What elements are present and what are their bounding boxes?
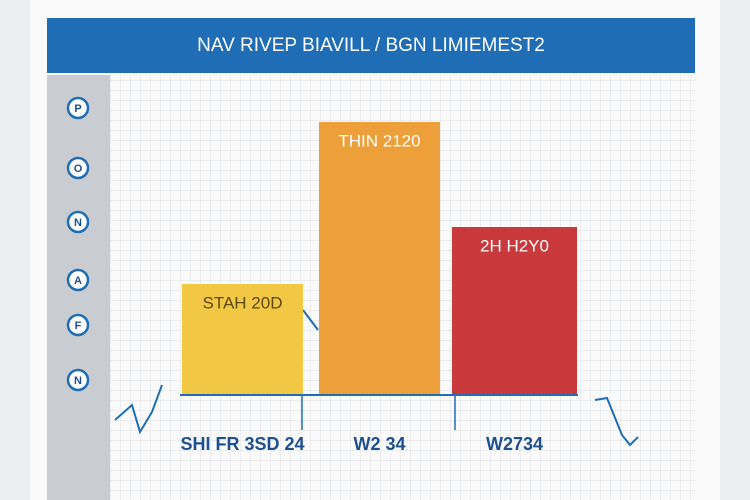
decor-line <box>302 309 319 331</box>
side-badge <box>66 313 90 337</box>
bar <box>182 284 303 395</box>
x-tick-label: SHI FR 3SD 24 <box>180 434 304 454</box>
bar-label: STAH 20D <box>203 293 283 312</box>
side-label: N <box>74 375 82 387</box>
bar <box>319 122 440 395</box>
side-label: P <box>74 103 81 115</box>
header-band <box>47 18 695 73</box>
side-label: F <box>75 320 82 332</box>
side-label: O <box>74 163 83 175</box>
side-badge <box>66 96 90 120</box>
chart-title: NAV RIVEP BIAVILL / BGN LIMIEMEST2 <box>197 35 545 56</box>
side-badge <box>66 156 90 180</box>
side-badge <box>66 210 90 234</box>
side-label: N <box>74 217 82 229</box>
x-tick-label: W2734 <box>486 434 543 454</box>
decor-line <box>594 396 639 447</box>
side-label: A <box>74 275 82 287</box>
bar-label: 2H H2Y0 <box>480 236 549 255</box>
side-badge <box>66 368 90 392</box>
bar <box>452 227 577 395</box>
bar-label: THIN 2120 <box>338 131 420 150</box>
decor-line <box>114 384 163 435</box>
side-badge <box>66 268 90 292</box>
x-tick-label: W2 34 <box>353 434 405 454</box>
